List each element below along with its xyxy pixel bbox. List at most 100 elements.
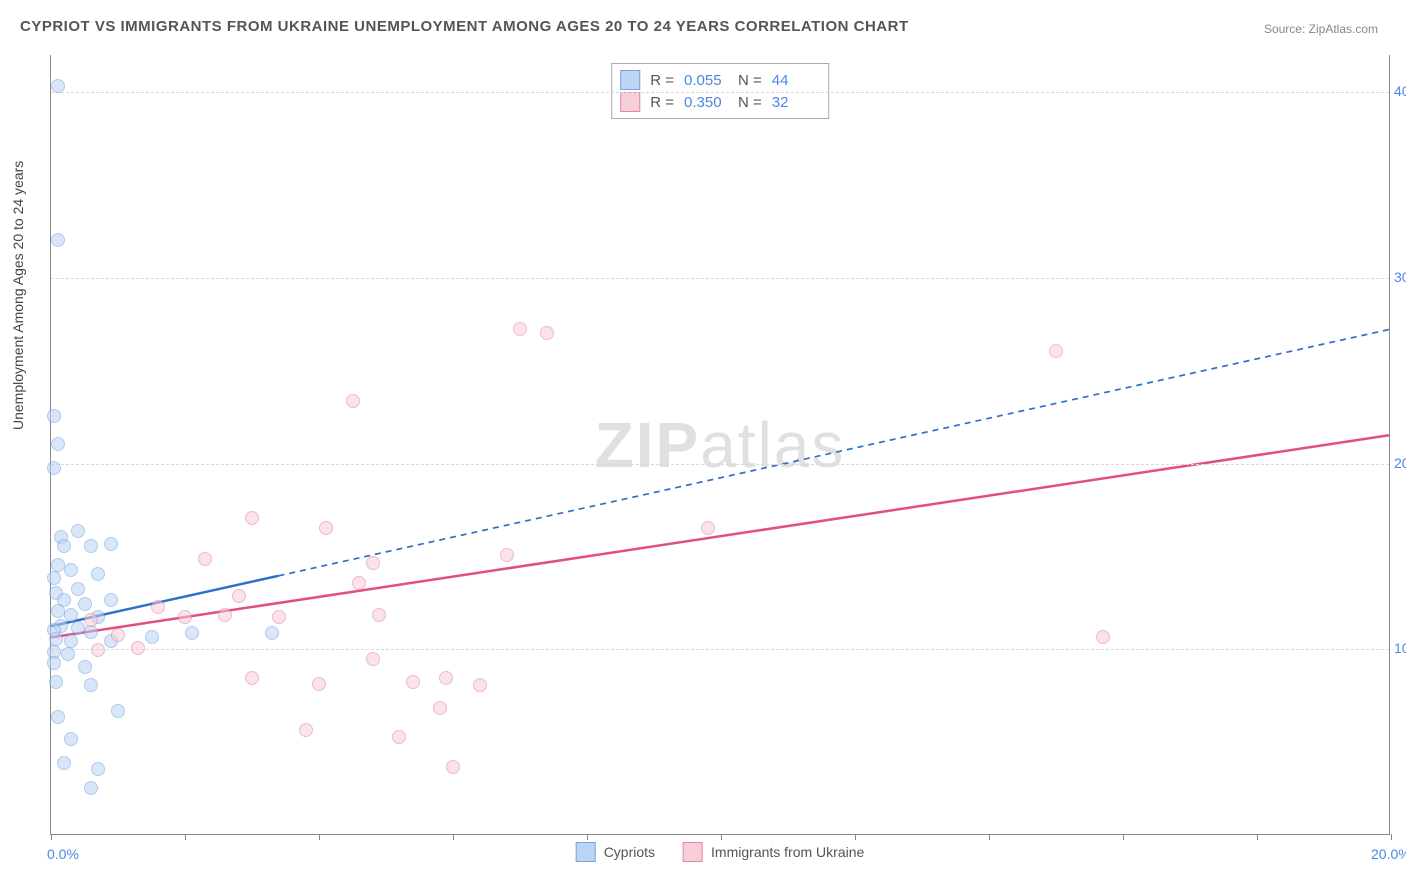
n-value: 32 [772,94,816,111]
r-value: 0.055 [684,72,728,89]
data-point [111,628,125,642]
x-tick-mark [587,834,588,840]
plot-area: ZIPatlas R = 0.055 N = 44 R = 0.350 N = … [50,55,1390,835]
data-point [91,643,105,657]
data-point [64,634,78,648]
gridline-h [51,649,1389,650]
data-point [84,678,98,692]
data-point [392,730,406,744]
y-axis-label: Unemployment Among Ages 20 to 24 years [10,161,26,430]
legend-swatch [620,70,640,90]
y-tick-label: 20.0% [1394,455,1406,471]
data-point [49,675,63,689]
data-point [78,597,92,611]
data-point [51,604,65,618]
data-point [51,437,65,451]
gridline-h [51,278,1389,279]
data-point [245,671,259,685]
data-point [701,521,715,535]
data-point [145,630,159,644]
data-point [57,756,71,770]
r-label: R = [650,72,674,89]
data-point [312,677,326,691]
data-point [51,233,65,247]
data-point [366,556,380,570]
data-point [319,521,333,535]
gridline-h [51,464,1389,465]
data-point [406,675,420,689]
trend-line-dashed [278,330,1389,576]
n-label: N = [738,72,762,89]
data-point [473,678,487,692]
legend-label: Immigrants from Ukraine [711,844,864,860]
data-point [500,548,514,562]
data-point [47,571,61,585]
x-tick-mark [1391,834,1392,840]
gridline-h [51,92,1389,93]
data-point [61,647,75,661]
data-point [104,537,118,551]
x-tick-mark [51,834,52,840]
data-point [131,641,145,655]
data-point [84,539,98,553]
series-legend: Cypriots Immigrants from Ukraine [576,842,865,862]
n-value: 44 [772,72,816,89]
data-point [51,79,65,93]
data-point [299,723,313,737]
data-point [71,524,85,538]
data-point [51,710,65,724]
trend-lines-layer [51,55,1389,834]
data-point [91,762,105,776]
data-point [151,600,165,614]
data-point [513,322,527,336]
data-point [111,704,125,718]
legend-item: Cypriots [576,842,655,862]
legend-swatch [576,842,596,862]
data-point [446,760,460,774]
x-tick-mark [989,834,990,840]
data-point [439,671,453,685]
n-label: N = [738,94,762,111]
legend-swatch [620,92,640,112]
x-tick-mark [1123,834,1124,840]
x-tick-mark [855,834,856,840]
x-tick-mark [319,834,320,840]
data-point [71,582,85,596]
stats-legend: R = 0.055 N = 44 R = 0.350 N = 32 [611,63,829,119]
source-attribution: Source: ZipAtlas.com [1264,22,1378,36]
data-point [64,563,78,577]
data-point [84,781,98,795]
stats-legend-row: R = 0.350 N = 32 [620,92,816,112]
stats-legend-row: R = 0.055 N = 44 [620,70,816,90]
data-point [265,626,279,640]
data-point [198,552,212,566]
x-tick-mark [453,834,454,840]
data-point [78,660,92,674]
r-value: 0.350 [684,94,728,111]
legend-item: Immigrants from Ukraine [683,842,864,862]
data-point [232,589,246,603]
x-tick-mark [185,834,186,840]
y-tick-label: 10.0% [1394,640,1406,656]
data-point [178,610,192,624]
data-point [47,409,61,423]
data-point [218,608,232,622]
x-tick-label: 0.0% [47,846,79,862]
data-point [372,608,386,622]
data-point [245,511,259,525]
data-point [352,576,366,590]
x-tick-mark [1257,834,1258,840]
data-point [366,652,380,666]
y-tick-label: 40.0% [1394,83,1406,99]
chart-container: CYPRIOT VS IMMIGRANTS FROM UKRAINE UNEMP… [0,0,1406,892]
legend-label: Cypriots [604,844,655,860]
legend-swatch [683,842,703,862]
data-point [47,461,61,475]
data-point [185,626,199,640]
chart-title: CYPRIOT VS IMMIGRANTS FROM UKRAINE UNEMP… [20,18,909,35]
x-tick-mark [721,834,722,840]
data-point [47,656,61,670]
data-point [64,732,78,746]
data-point [57,539,71,553]
data-point [1049,344,1063,358]
